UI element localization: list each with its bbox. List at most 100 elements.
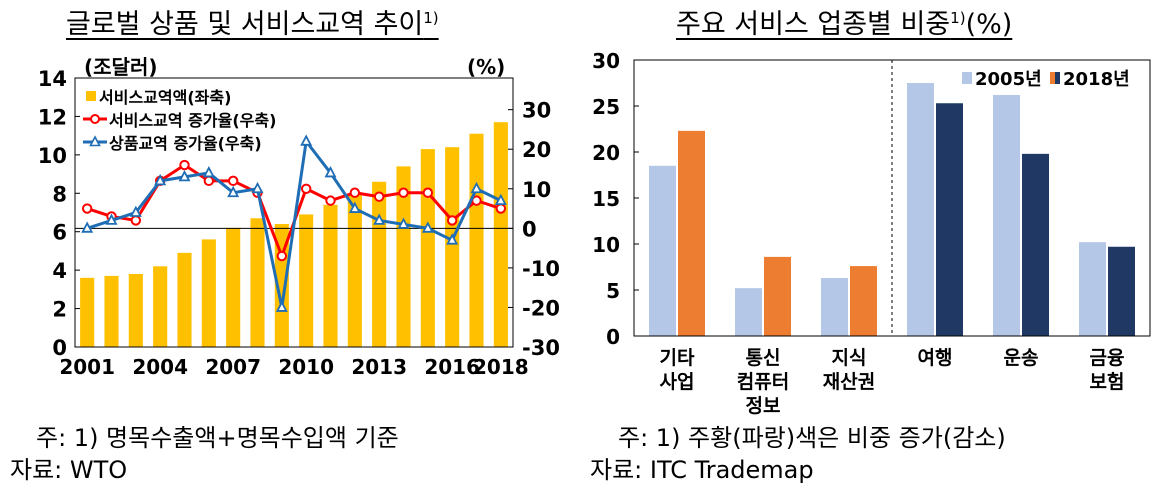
service-growth-point xyxy=(179,159,190,171)
left-title-footnote-mark: 1) xyxy=(423,9,439,27)
category-label: 통신 xyxy=(746,347,781,369)
left-chart-title: 글로벌 상품 및 서비스교역 추이1) xyxy=(66,2,439,41)
legend-swatch-bar xyxy=(86,91,96,101)
right-y-tick-label: 30 xyxy=(522,99,551,123)
service-trade-bar xyxy=(104,275,119,347)
bar-2018 xyxy=(1022,153,1049,336)
legend-swatch-2005 xyxy=(962,72,972,84)
goods-growth-point xyxy=(494,193,507,206)
bar-2005 xyxy=(907,83,934,336)
service-growth-point xyxy=(81,203,93,214)
service-trade-bar xyxy=(128,273,143,347)
service-growth-point xyxy=(446,215,458,226)
goods-growth-point xyxy=(300,134,313,146)
goods-growth-point xyxy=(202,166,215,178)
legend-swatch-2018-left xyxy=(1050,72,1055,84)
right-y-tick-label: 20 xyxy=(522,138,551,162)
service-growth-point xyxy=(130,215,142,226)
service-growth-point xyxy=(422,187,434,198)
right-title-text: 주요 서비스 업종별 비중 xyxy=(676,9,951,40)
bar-2018 xyxy=(678,130,705,336)
x-tick-label: 2010 xyxy=(278,355,334,379)
left-title-text: 글로벌 상품 및 서비스교역 추이 xyxy=(66,9,424,40)
goods-growth-point xyxy=(178,169,191,182)
y-tick-label: 15 xyxy=(592,187,620,211)
goods-growth-point xyxy=(251,181,264,194)
goods-growth-point xyxy=(275,300,288,312)
bar-2005 xyxy=(649,165,676,336)
category-label: 여행 xyxy=(918,347,953,369)
goods-growth-point xyxy=(446,233,459,245)
y-tick-label: 0 xyxy=(606,325,620,349)
left-y-tick-label: 8 xyxy=(52,182,67,206)
legend-label: 서비스교역액(좌축) xyxy=(99,88,231,107)
goods-growth-point xyxy=(348,201,361,213)
service-growth-point xyxy=(495,203,507,214)
legend-marker-triangle xyxy=(89,135,101,147)
service-trade-bar xyxy=(201,239,216,347)
service-growth-point xyxy=(227,175,239,187)
bar-2018 xyxy=(764,256,791,336)
bar-2018 xyxy=(850,266,877,336)
service-trade-bar xyxy=(469,133,484,347)
goods-growth-line xyxy=(86,137,502,308)
right-axis-unit: (%) xyxy=(467,55,505,79)
bar-2005 xyxy=(1079,242,1106,336)
category-label: 보험 xyxy=(1090,371,1125,393)
service-trade-bar xyxy=(299,214,314,347)
category-label: 금융 xyxy=(1090,347,1125,369)
goods-growth-point xyxy=(324,166,337,178)
left-y-tick-label: 6 xyxy=(52,221,67,245)
right-y-tick-label: -10 xyxy=(522,257,560,281)
category-label: 재산권 xyxy=(823,371,875,393)
category-label: 기타 xyxy=(660,347,695,369)
service-trade-bar xyxy=(226,227,241,347)
service-trade-bar xyxy=(323,204,338,347)
left-chart: 0 2 4 6 8 10 12 14 -30 -20 -10 0 10 20 30 2001 2004 2007 2… xyxy=(38,55,560,379)
service-trade-bar xyxy=(250,218,265,347)
right-chart-title: 주요 서비스 업종별 비중1)(%) xyxy=(676,2,1012,41)
left-y-tick-label: 14 xyxy=(38,67,67,91)
service-trade-bar xyxy=(372,181,387,347)
right-source: 자료: ITC Trademap xyxy=(590,456,814,484)
legend-label: 상품교역 증가율(우축) xyxy=(109,134,262,153)
bar-2005 xyxy=(821,278,848,336)
right-y-tick-label: -20 xyxy=(522,296,560,320)
service-growth-point xyxy=(349,187,361,198)
bar-2018 xyxy=(936,103,963,337)
bar-2005 xyxy=(735,288,762,336)
service-trade-bar xyxy=(445,147,460,347)
x-tick-label: 2013 xyxy=(351,355,407,379)
legend-label: 서비스교역 증가율(우축) xyxy=(109,111,276,130)
goods-growth-point xyxy=(105,213,118,225)
x-tick-label: 2004 xyxy=(132,355,188,379)
category-label: 컴퓨터 xyxy=(737,371,789,393)
goods-growth-point xyxy=(154,173,167,186)
y-tick-label: 5 xyxy=(606,279,620,303)
legend-swatch-2018-right xyxy=(1055,72,1060,84)
right-title-footnote-mark: 1) xyxy=(950,9,966,27)
left-plot-frame xyxy=(74,77,514,348)
left-y-tick-label: 12 xyxy=(38,105,67,129)
goods-growth-point xyxy=(421,221,434,233)
goods-growth-point xyxy=(227,185,240,198)
left-source: 자료: WTO xyxy=(10,456,128,484)
service-growth-point xyxy=(373,191,385,202)
x-tick-label: 2018 xyxy=(473,355,529,379)
goods-growth-point xyxy=(397,217,410,229)
x-tick-label: 2016 xyxy=(424,355,480,379)
right-y-tick-label: -30 xyxy=(522,336,560,360)
category-label: 사업 xyxy=(660,371,695,393)
service-growth-point xyxy=(300,183,312,194)
left-y-tick-label: 10 xyxy=(38,144,67,168)
service-growth-point xyxy=(203,175,215,187)
legend-label-2018: 2018년 xyxy=(1063,69,1130,90)
service-trade-bar xyxy=(396,166,411,347)
service-trade-bar xyxy=(493,122,508,347)
bar-2005 xyxy=(993,94,1020,337)
category-label: 정보 xyxy=(746,395,781,417)
right-y-tick-label: 0 xyxy=(522,217,537,241)
left-y-tick-label: 2 xyxy=(52,298,67,322)
